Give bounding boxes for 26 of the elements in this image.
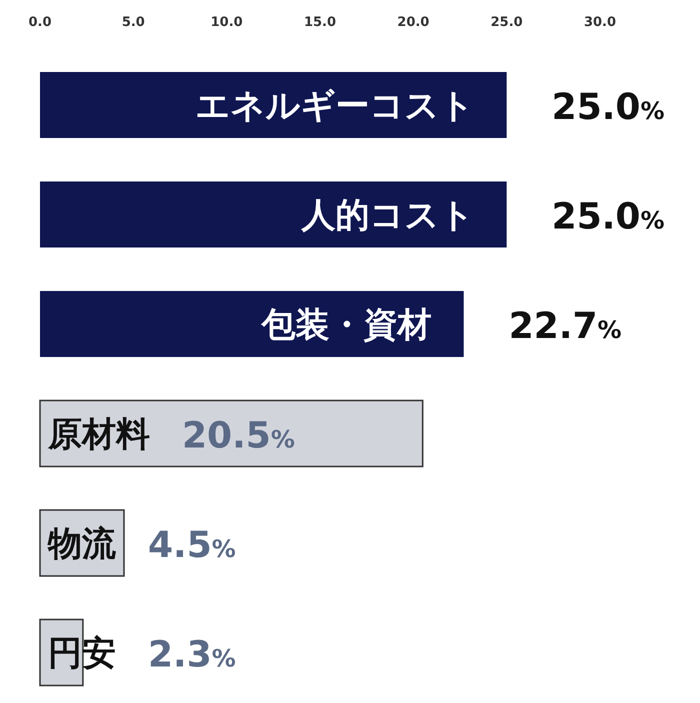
x-tick-label: 0.0 [28,15,52,30]
x-tick-label: 5.0 [122,15,145,30]
y-tick-label: 原材料 [47,414,150,454]
bar [40,291,464,357]
data-label: 20.5% [182,416,295,456]
bar [40,182,507,248]
y-tick-label: 包装・資材 [260,305,432,345]
data-label: 2.3% [148,634,236,676]
bar: エネルギーコスト 25.0% [40,72,665,138]
y-tick-label: エネルギーコスト [196,86,475,126]
x-tick-label: 30.0 [584,15,616,30]
y-tick-label: 物流 [47,524,117,564]
bar: 原材料 20.5% [39,400,424,468]
data-label: 4.5% [148,525,236,566]
data-label: 25.0% [552,196,665,238]
bar: 包装・資材 22.7% [40,291,622,357]
x-tick-label: 20.0 [397,15,430,30]
data-label: 22.7% [508,306,622,347]
data-label: 25.0% [552,87,665,128]
bar: 物流 4.5% [39,509,236,577]
bar [40,72,507,138]
x-tick-label: 10.0 [210,15,243,30]
x-tick-label: 15.0 [304,15,336,30]
x-tick-label: 25.0 [490,15,523,30]
y-tick-label: 人的コスト [300,196,475,236]
bar: 人的コスト 25.0% [40,182,665,248]
